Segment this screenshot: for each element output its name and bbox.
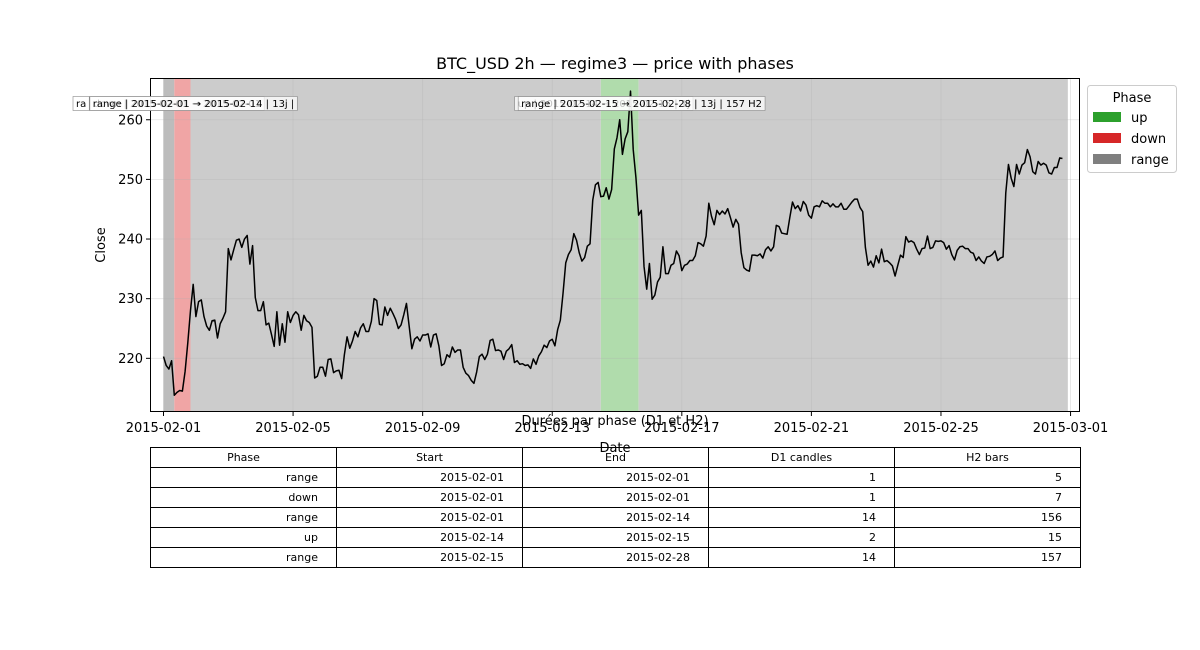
legend-entries: up down range: [1093, 111, 1169, 168]
table-body: range 2015-02-01 2015-02-01 1 5 down 2015-02-0…: [150, 467, 1081, 568]
phase-label-box: [517, 96, 766, 111]
phase-band-down-1: [174, 78, 191, 412]
legend-swatch-range: [1093, 154, 1121, 164]
phase-label-2: range | 2015-02-01 → 2015-02-14 | 13j |: [89, 96, 298, 111]
y-tick-label: 250: [118, 173, 143, 188]
table-header-cell: End: [522, 447, 709, 468]
x-tick-label: 2015-02-13: [514, 421, 590, 436]
table-cell: 156: [894, 507, 1081, 528]
phase-label-text: range | 2015-02-15 → 2015-02-28 | 13j | …: [521, 99, 762, 110]
table-row: range 2015-02-01 2015-02-14 14 156: [150, 507, 1081, 528]
phase-label-text: range | 2015-02-01 → 2015-02-14 | 13j |: [93, 99, 295, 110]
x-tick-label: 2015-02-17: [644, 421, 720, 436]
y-tick-label: 260: [118, 113, 143, 128]
legend-title: Phase: [1113, 91, 1152, 106]
table-cell: 2015-02-01: [336, 507, 523, 528]
table-row: up 2015-02-14 2015-02-15 2 15: [150, 527, 1081, 548]
table-cell: 2015-02-28: [522, 547, 709, 568]
table-cell: range: [150, 467, 337, 488]
table-header-cell: D1 candles: [708, 447, 895, 468]
legend: Phase up down range: [1087, 85, 1177, 173]
table-cell: down: [150, 487, 337, 508]
legend-swatch-up: [1093, 112, 1121, 122]
axes: 220 230 240 250 260 2015-02-01 2015-02-05 2015-…: [118, 113, 1108, 436]
table-cell: 157: [894, 547, 1081, 568]
table-cell: 2015-02-01: [336, 487, 523, 508]
table-cell: 1: [708, 467, 895, 488]
table-row: down 2015-02-01 2015-02-01 1 7: [150, 487, 1081, 508]
phase-band-range-2: [190, 78, 601, 412]
legend-label-range: range: [1131, 153, 1169, 168]
y-tick-label: 230: [118, 292, 143, 307]
legend-label-down: down: [1131, 132, 1166, 147]
phase-band-range-0: [163, 78, 175, 412]
table-header-row: Phase Start End D1 candles H2 bars: [150, 447, 1081, 468]
table-cell: 2015-02-01: [522, 467, 709, 488]
table-cell: 2015-02-14: [336, 527, 523, 548]
table-cell: 14: [708, 547, 895, 568]
table-cell: up: [150, 527, 337, 548]
phase-label-0: ra: [72, 96, 90, 111]
x-tick-label: 2015-02-21: [774, 421, 850, 436]
table-header-cell: Start: [336, 447, 523, 468]
x-tick-label: 2015-02-25: [903, 421, 979, 436]
phase-label-box: [89, 96, 298, 111]
table-cell: range: [150, 547, 337, 568]
close-price-line: [162, 90, 1063, 397]
table-cell: 2015-02-15: [336, 547, 523, 568]
legend-box: [1087, 85, 1177, 173]
chart-title: BTC_USD 2h — regime3 — price with phases: [436, 54, 794, 74]
table-cell: 2015-02-01: [336, 467, 523, 488]
table-cell: 5: [894, 467, 1081, 488]
x-tick-label: 2015-03-01: [1033, 421, 1109, 436]
phase-bands: [163, 78, 1068, 412]
y-tick-label: 220: [118, 352, 143, 367]
table-cell: 2: [708, 527, 895, 548]
table-row: range 2015-02-01 2015-02-01 1 5: [150, 467, 1081, 488]
x-tick-label: 2015-02-01: [126, 421, 202, 436]
price-line-layer: [162, 90, 1063, 397]
table-cell: 2015-02-01: [522, 487, 709, 508]
table-cell: 1: [708, 487, 895, 508]
phase-band-range-4: [638, 78, 1068, 412]
y-axis-title: Close: [94, 227, 109, 262]
table-cell: 14: [708, 507, 895, 528]
table-cell: 15: [894, 527, 1081, 548]
y-tick-label: 240: [118, 233, 143, 248]
table-cell: 2015-02-14: [522, 507, 709, 528]
x-tick-label: 2015-02-05: [255, 421, 331, 436]
table-header-cell: H2 bars: [894, 447, 1081, 468]
grid: [150, 78, 1080, 412]
x-tick-label: 2015-02-09: [385, 421, 461, 436]
table-row: range 2015-02-15 2015-02-28 14 157: [150, 547, 1081, 568]
phase-duration-table: Phase Start End D1 candles H2 bars range 2015…: [150, 447, 1081, 568]
phase-label-box: [72, 96, 90, 111]
table-cell: 7: [894, 487, 1081, 508]
table-cell: 2015-02-15: [522, 527, 709, 548]
table-caption: Durées par phase (D1 et H2): [521, 414, 709, 429]
legend-swatch-down: [1093, 133, 1121, 143]
phase-label-4: range | 2015-02-15 → 2015-02-28 | 13j | …: [517, 96, 766, 111]
phase-labels: radown | 2015-02-01 → 2015-02-01range | …: [72, 96, 766, 111]
table-cell: range: [150, 507, 337, 528]
plot-frame: [150, 78, 1080, 412]
table-header-cell: Phase: [150, 447, 337, 468]
phase-label-text: ra: [76, 99, 86, 110]
legend-label-up: up: [1131, 111, 1148, 126]
